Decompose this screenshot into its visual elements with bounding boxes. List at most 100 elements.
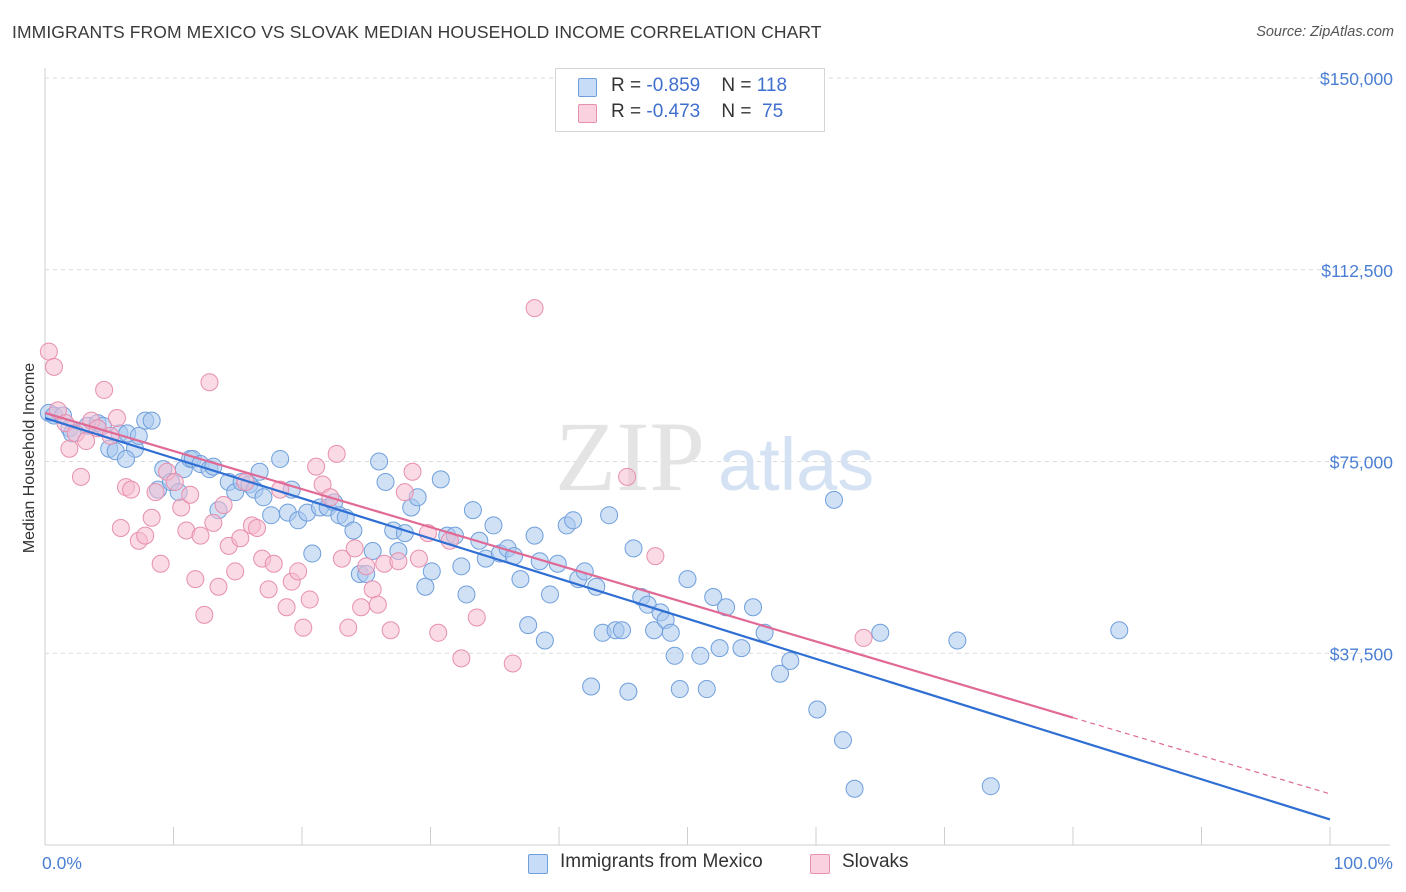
mexico-legend-swatch [528, 854, 548, 874]
legend-label-mexico: Immigrants from Mexico [560, 851, 763, 872]
mexico-point [665, 646, 684, 665]
slovaks-point [95, 380, 114, 399]
mexico-point [344, 521, 363, 540]
mexico-point [463, 501, 482, 520]
mexico-trend-line [44, 416, 1331, 821]
watermark-atlas: atlas [718, 423, 874, 506]
slovaks-point [307, 457, 326, 476]
slovaks-point [277, 598, 296, 617]
mexico-point [845, 779, 864, 798]
x-tick-label-max: 100.0% [1334, 853, 1393, 873]
mexico-point [363, 541, 382, 560]
slovaks-point [200, 373, 219, 392]
mexico-point [697, 680, 716, 699]
mexico-point [142, 411, 161, 430]
slovaks-point [618, 467, 637, 486]
y-tick-label: $75,000 [1330, 453, 1394, 473]
mexico-point [431, 470, 450, 489]
n-value-mexico: 118 [756, 75, 788, 96]
mexico-point [678, 570, 697, 589]
slovaks-point [403, 462, 422, 481]
mexico-point [824, 490, 843, 509]
mexico-point [600, 506, 619, 525]
mexico-point [808, 700, 827, 719]
slovaks-point [854, 628, 873, 647]
gridlines [45, 77, 1392, 654]
mexico-point [116, 449, 135, 468]
mexico-point [619, 682, 638, 701]
y-axis-label: Median Household Income [21, 363, 38, 553]
mexico-point [452, 557, 471, 576]
y-tick-label: $150,000 [1320, 69, 1393, 89]
mexico-point [303, 544, 322, 563]
mexico-point [370, 452, 389, 471]
slovaks-point [195, 605, 214, 624]
slovaks-point [264, 554, 283, 573]
mexico-point [833, 731, 852, 750]
x-tick-label-min: 0.0% [42, 853, 82, 873]
slovaks-point [248, 518, 267, 537]
mexico-point [416, 577, 435, 596]
slovaks-point [226, 562, 245, 581]
y-tick-label: $37,500 [1330, 644, 1394, 664]
r-value-mexico: -0.859 [646, 75, 701, 96]
slovaks-point [452, 649, 471, 668]
slovaks-point [136, 526, 155, 545]
slovaks-legend-swatch [810, 854, 830, 874]
slovaks-point [525, 299, 544, 318]
n-label: N = [721, 101, 757, 122]
n-label: N = [721, 75, 757, 96]
mexico-point [1110, 621, 1129, 640]
mexico-point [254, 488, 273, 507]
slovaks-point [327, 444, 346, 463]
n-value-slovaks: 75 [762, 101, 784, 122]
source-credit: Source: ZipAtlas.com [1256, 24, 1394, 40]
mexico-point [535, 631, 554, 650]
slovaks-point [191, 526, 210, 545]
mexico-point [691, 646, 710, 665]
slovaks-swatch [578, 104, 597, 123]
data-points [39, 299, 1129, 798]
slovaks-point [172, 498, 191, 517]
mexico-point [670, 680, 689, 699]
slovaks-point [646, 547, 665, 566]
r-label: R = [611, 75, 647, 96]
mexico-point [564, 511, 583, 530]
slovaks-point [39, 342, 58, 361]
slovaks-point [146, 483, 165, 502]
slovaks-point [151, 554, 170, 573]
mexico-point [981, 777, 1000, 796]
slovaks-point [289, 562, 308, 581]
mexico-point [704, 588, 723, 607]
trend-lines [44, 411, 1331, 821]
slovaks-point [395, 483, 414, 502]
slovaks-point [429, 623, 448, 642]
slovaks-point [165, 472, 184, 491]
mexico-point [519, 616, 538, 635]
legend-label-slovaks: Slovaks [842, 851, 909, 872]
slovaks-point [77, 432, 96, 451]
r-value-slovaks: -0.473 [646, 101, 701, 122]
slovaks-point [231, 529, 250, 548]
mexico-point [541, 585, 560, 604]
mexico-point [376, 472, 395, 491]
mexico-point [871, 623, 890, 642]
slovaks-point [142, 508, 161, 527]
mexico-point [548, 554, 567, 573]
slovaks-point [259, 580, 278, 599]
slovaks-point [107, 409, 126, 428]
mexico-point [484, 516, 503, 535]
slovaks-point [467, 608, 486, 627]
chart-title: IMMIGRANTS FROM MEXICO VS SLOVAK MEDIAN … [12, 22, 822, 42]
mexico-point [744, 598, 763, 617]
slovaks-trend-extension [1072, 717, 1331, 795]
slovaks-point [389, 552, 408, 571]
mexico-point [948, 631, 967, 650]
mexico-point [422, 562, 441, 581]
slovaks-point [503, 654, 522, 673]
slovaks-point [345, 539, 364, 558]
mexico-point [262, 506, 281, 525]
mexico-point [612, 621, 631, 640]
mexico-point [271, 449, 290, 468]
